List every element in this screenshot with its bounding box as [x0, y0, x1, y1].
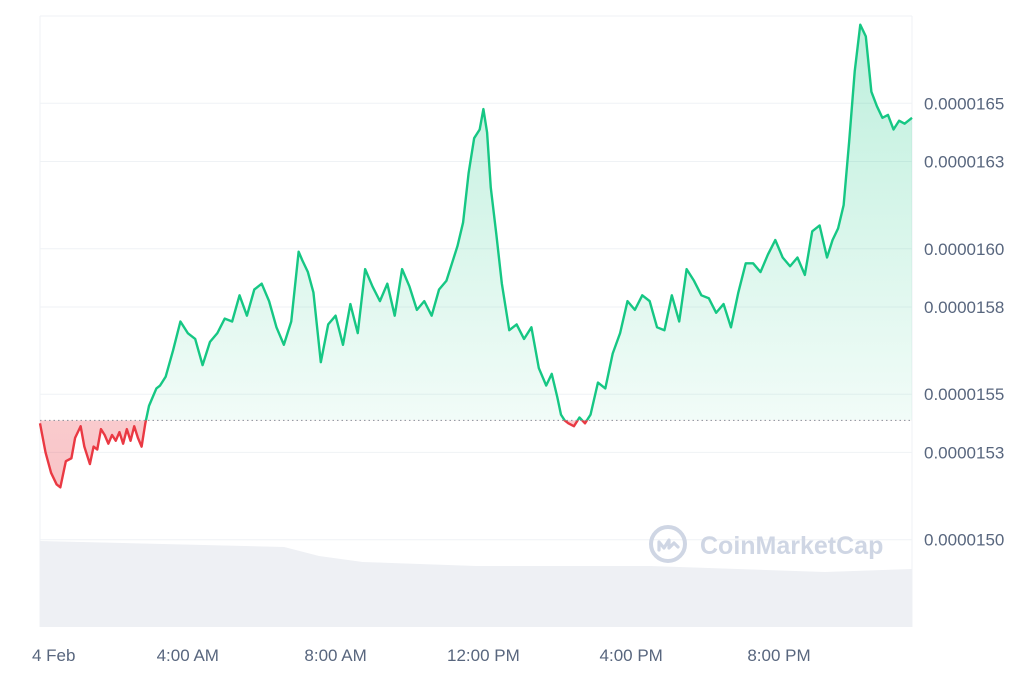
- volume-area: [40, 541, 912, 627]
- series-area-down: [40, 420, 587, 488]
- x-tick-label: 8:00 AM: [304, 646, 366, 665]
- watermark: CoinMarketCap: [649, 525, 883, 563]
- y-tick-label: 0.0000153: [924, 443, 1004, 462]
- y-tick-label: 0.0000163: [924, 152, 1004, 171]
- x-axis: 4 Feb 4:00 AM 8:00 AM 12:00 PM 4:00 PM 8:00 P…: [32, 646, 811, 665]
- y-tick-label: 0.0000160: [924, 240, 1004, 259]
- series-line-down: [38, 420, 589, 489]
- y-tick-label: 0.0000158: [924, 298, 1004, 317]
- y-tick-label: 0.0000165: [924, 94, 1004, 113]
- x-tick-label: 8:00 PM: [747, 646, 810, 665]
- watermark-text: CoinMarketCap: [700, 532, 883, 560]
- y-tick-label: 0.0000150: [924, 531, 1004, 550]
- x-tick-label: 4 Feb: [32, 646, 75, 665]
- y-axis: 0.0000165 0.0000163 0.0000160 0.0000158 0.00…: [924, 94, 1004, 549]
- x-tick-label: 12:00 PM: [447, 646, 520, 665]
- x-tick-label: 4:00 PM: [600, 646, 663, 665]
- series-area-up: [40, 24, 912, 421]
- series-line-up: [144, 23, 913, 421]
- series-line: [38, 23, 913, 489]
- y-tick-label: 0.0000155: [924, 385, 1004, 404]
- x-tick-label: 4:00 AM: [157, 646, 219, 665]
- coinmarketcap-logo-icon: [649, 525, 687, 563]
